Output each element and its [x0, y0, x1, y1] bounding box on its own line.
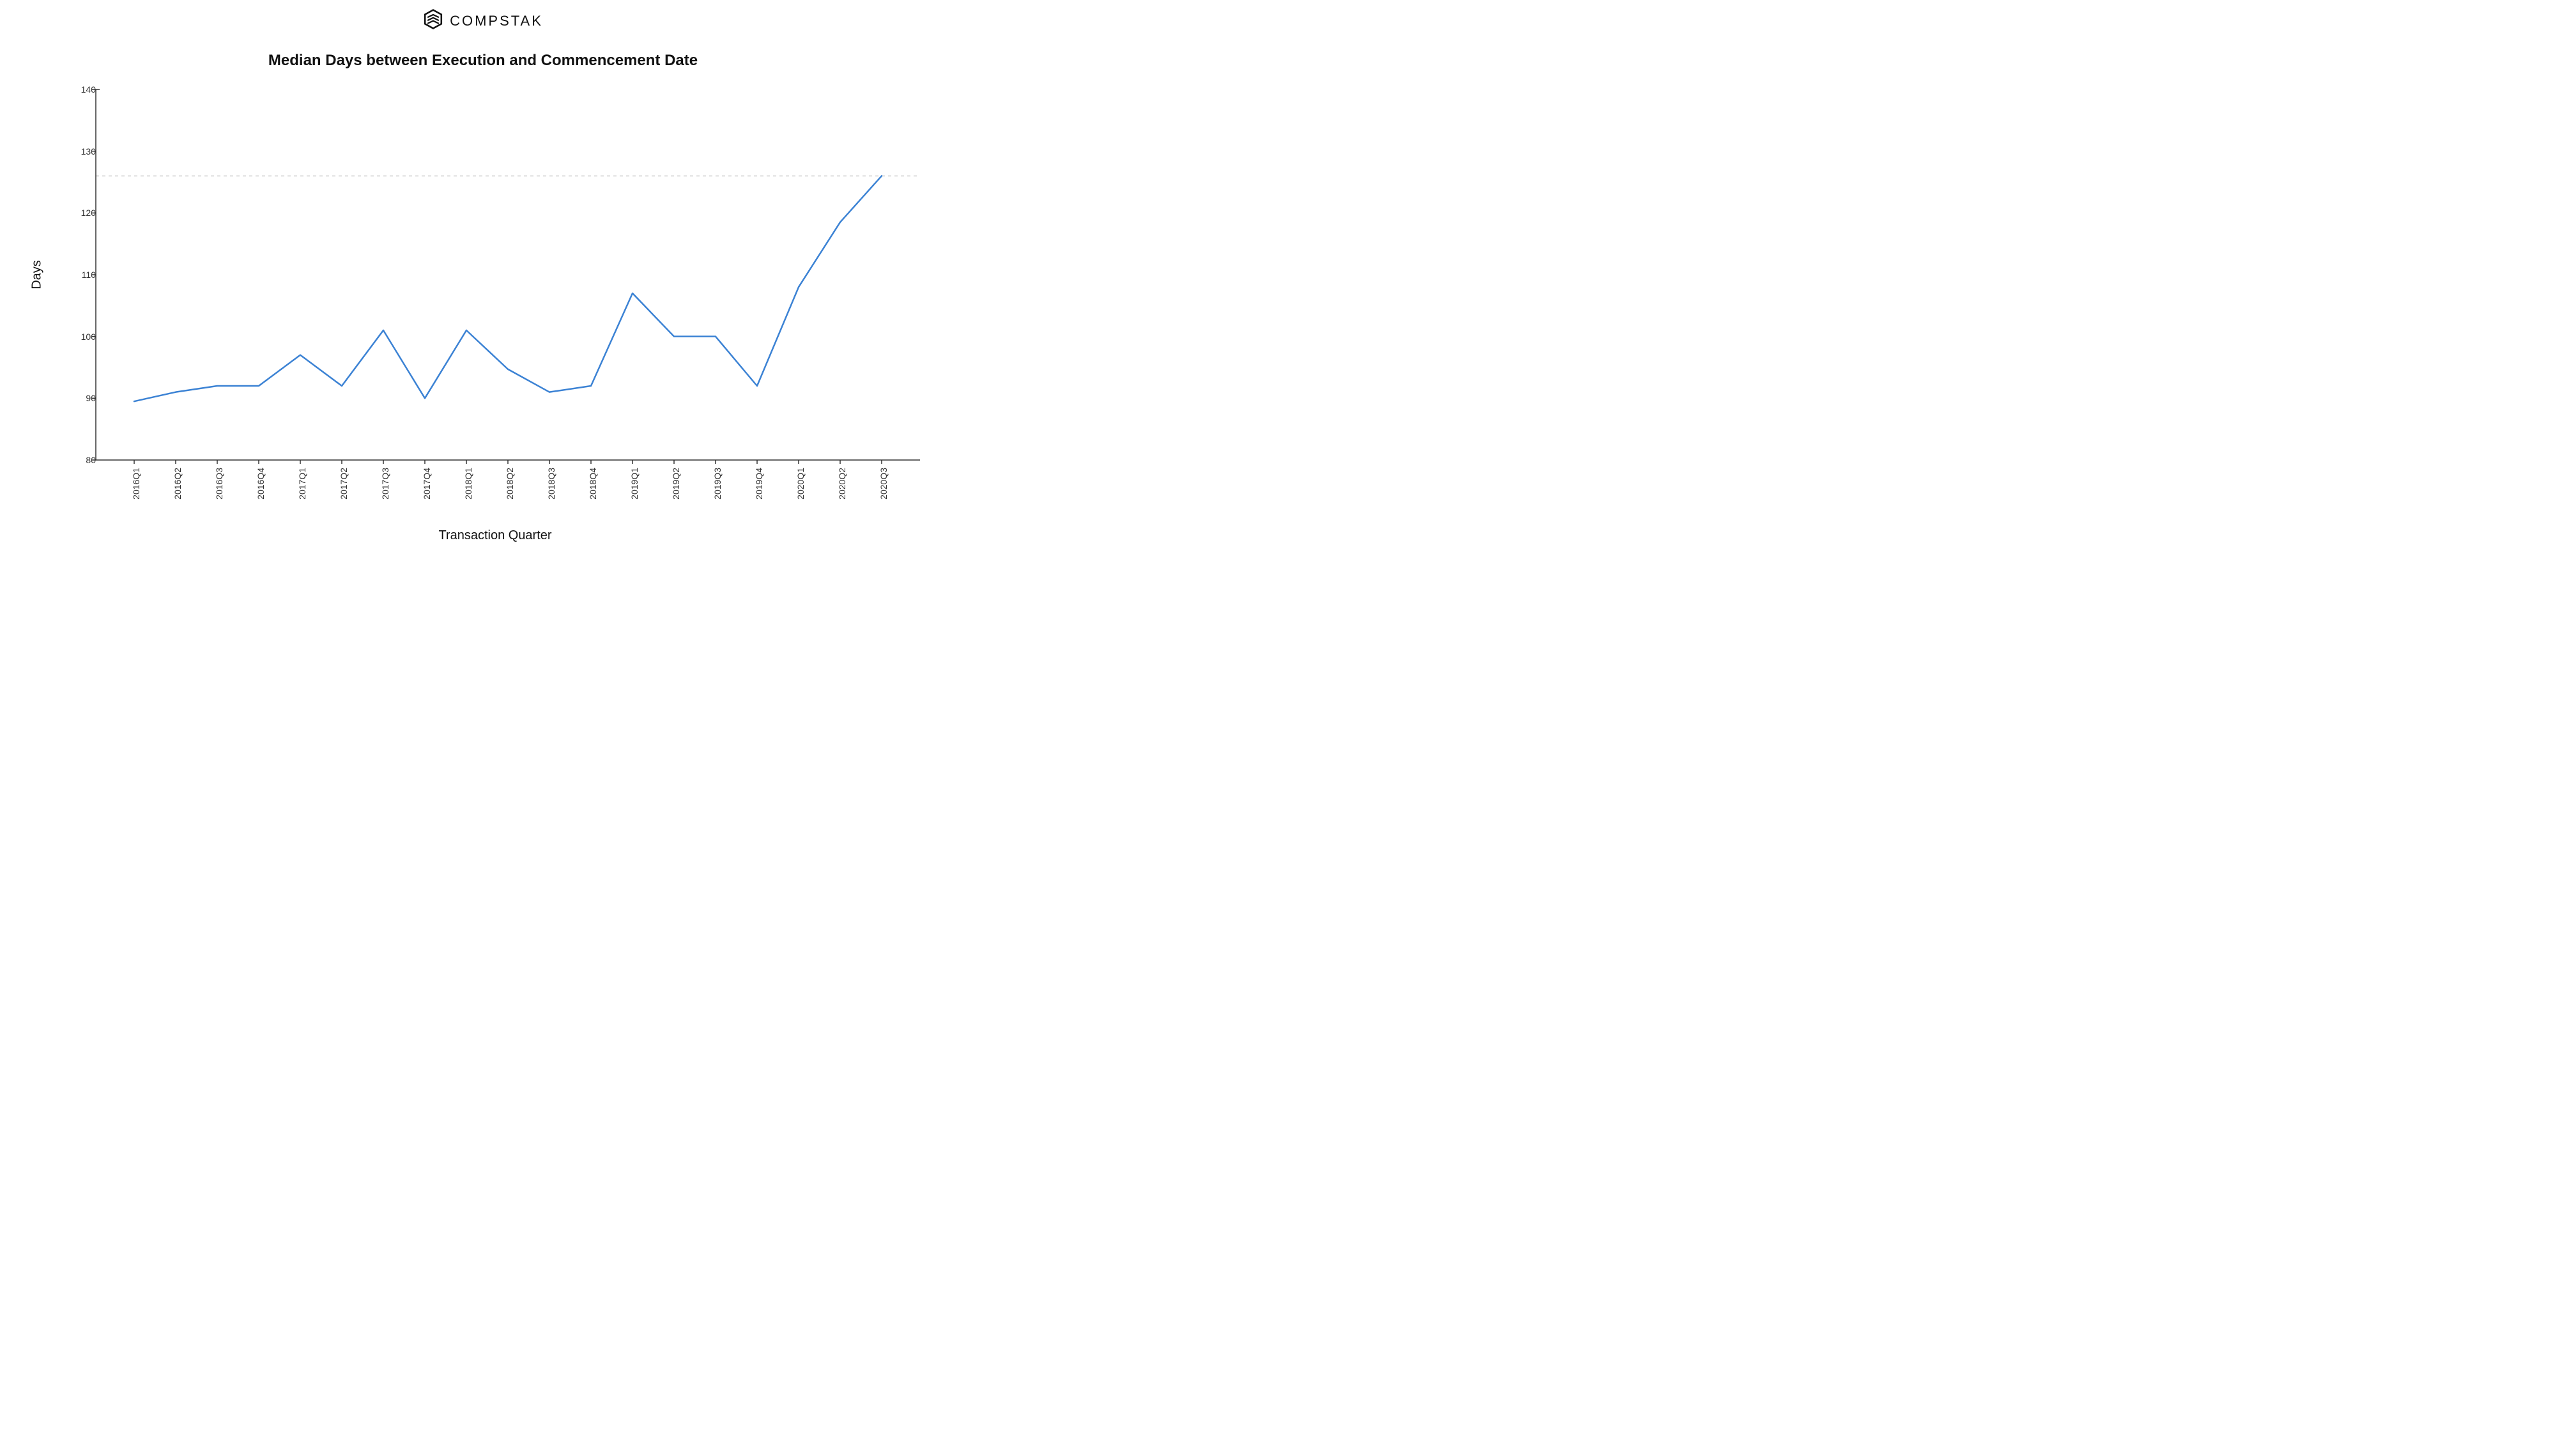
chart-area: Days Transaction Quarter 809010011012013… [57, 89, 933, 460]
x-tick-label: 2017Q1 [297, 468, 307, 500]
x-tick-label: 2016Q3 [214, 468, 224, 500]
y-tick-label: 120 [81, 208, 96, 218]
y-tick-label: 130 [81, 146, 96, 157]
brand-name: COMPSTAK [450, 13, 543, 29]
x-tick-label: 2016Q4 [256, 468, 266, 500]
chart-title: Median Days between Execution and Commen… [0, 52, 966, 70]
y-tick-label: 80 [86, 455, 96, 465]
y-tick-label: 100 [81, 332, 96, 342]
x-tick-label: 2017Q2 [339, 468, 349, 500]
x-tick-label: 2020Q2 [837, 468, 847, 500]
x-tick-label: 2019Q4 [754, 468, 764, 500]
y-tick-label: 110 [82, 270, 96, 280]
compstak-logo-icon [423, 9, 443, 33]
x-tick-label: 2018Q2 [505, 468, 515, 500]
data-line [134, 176, 882, 401]
y-axis-label: Days [29, 260, 44, 289]
x-tick-label: 2019Q3 [712, 468, 723, 500]
x-tick-label: 2018Q4 [588, 468, 598, 500]
x-tick-label: 2018Q1 [463, 468, 473, 500]
y-tick-label: 90 [86, 393, 96, 403]
plot-region [96, 89, 926, 460]
x-tick-label: 2017Q3 [380, 468, 390, 500]
x-tick-label: 2018Q3 [546, 468, 556, 500]
x-tick-label: 2017Q4 [422, 468, 432, 500]
x-tick-label: 2019Q1 [629, 468, 640, 500]
x-tick-label: 2019Q2 [671, 468, 681, 500]
x-axis-label: Transaction Quarter [438, 528, 551, 543]
x-tick-label: 2020Q1 [795, 468, 806, 500]
x-tick-label: 2016Q2 [172, 468, 183, 500]
x-tick-label: 2016Q1 [131, 468, 141, 500]
brand-header: COMPSTAK [0, 0, 966, 33]
x-tick-label: 2020Q3 [878, 468, 889, 500]
y-tick-label: 140 [81, 84, 96, 95]
